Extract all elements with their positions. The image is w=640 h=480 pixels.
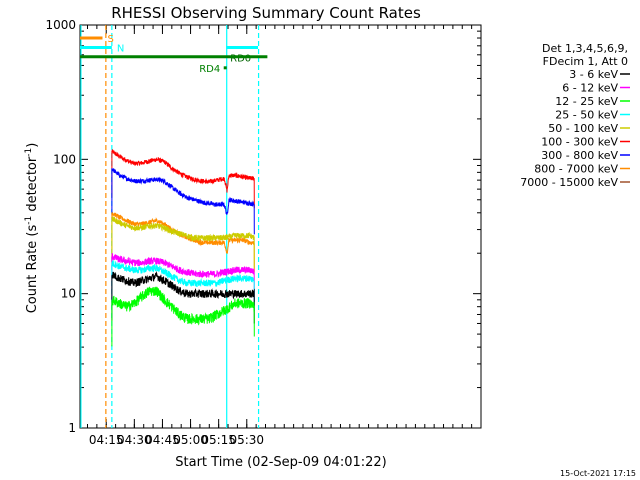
legend-entry-label: 50 - 100 keV: [548, 122, 618, 135]
legend-entry-label: 300 - 800 keV: [541, 149, 618, 162]
x-tick-label: 05:30: [229, 433, 264, 447]
legend: Det 1,3,4,5,6,9,FDecim 1, Att 03 - 6 keV…: [520, 42, 630, 189]
x-tick-label: 04:15: [89, 433, 124, 447]
y-axis-label: Count Rate (s-1 detector-1): [24, 143, 40, 314]
series-line: [111, 286, 255, 347]
legend-entry-label: 12 - 25 keV: [555, 95, 618, 108]
series-line: [111, 211, 255, 273]
x-tick-label: 04:45: [145, 433, 180, 447]
y-axis-label-sup: -1: [24, 216, 34, 225]
y-axis-label-sup2: -1: [24, 148, 34, 157]
legend-entry-label: 800 - 7000 keV: [534, 163, 618, 176]
legend-header: Det 1,3,4,5,6,9,: [542, 42, 628, 55]
series-line: [111, 271, 255, 324]
x-tick-label: 04:30: [117, 433, 152, 447]
status-bar-label: N: [117, 43, 124, 54]
legend-entry-label: 25 - 50 keV: [555, 109, 618, 122]
series-line: [111, 149, 255, 209]
y-axis-label-mid: detector: [25, 156, 40, 216]
x-axis-label: Start Time (02-Sep-09 04:01:22): [175, 455, 386, 470]
x-tick-label: 05:00: [173, 433, 208, 447]
series-line: [111, 167, 255, 235]
series-line: [111, 260, 255, 311]
y-tick-label: 100: [53, 152, 76, 166]
y-axis-label-main: Count Rate (s: [25, 225, 40, 314]
legend-entry-label: 3 - 6 keV: [569, 68, 618, 81]
footer-timestamp: 15-Oct-2021 17:15: [560, 469, 636, 478]
series-line: [111, 216, 255, 268]
y-axis-label-end: ): [25, 143, 40, 148]
status-bar-label: S: [107, 34, 113, 45]
series-line: [111, 252, 255, 303]
legend-entry-label: 7000 - 15000 keV: [520, 176, 618, 189]
legend-header: FDecim 1, Att 0: [543, 55, 628, 68]
chart-title: RHESSI Observing Summary Count Rates: [111, 4, 421, 22]
x-tick-label: 05:15: [201, 433, 236, 447]
y-tick-label: 1: [68, 421, 76, 435]
status-bar-label: RD0: [230, 53, 251, 64]
legend-entry-label: 100 - 300 keV: [541, 136, 618, 149]
plot-frame: [79, 24, 482, 429]
legend-entry-label: 6 - 12 keV: [562, 82, 618, 95]
marker-label: RD4: [199, 64, 220, 75]
y-tick-label: 1000: [45, 18, 76, 32]
plot-area: 1 10 100 1000 04:1504:3004:4505:0005:1505:30…: [45, 18, 482, 447]
marker-point: [223, 66, 227, 70]
y-tick-label: 10: [61, 287, 76, 301]
